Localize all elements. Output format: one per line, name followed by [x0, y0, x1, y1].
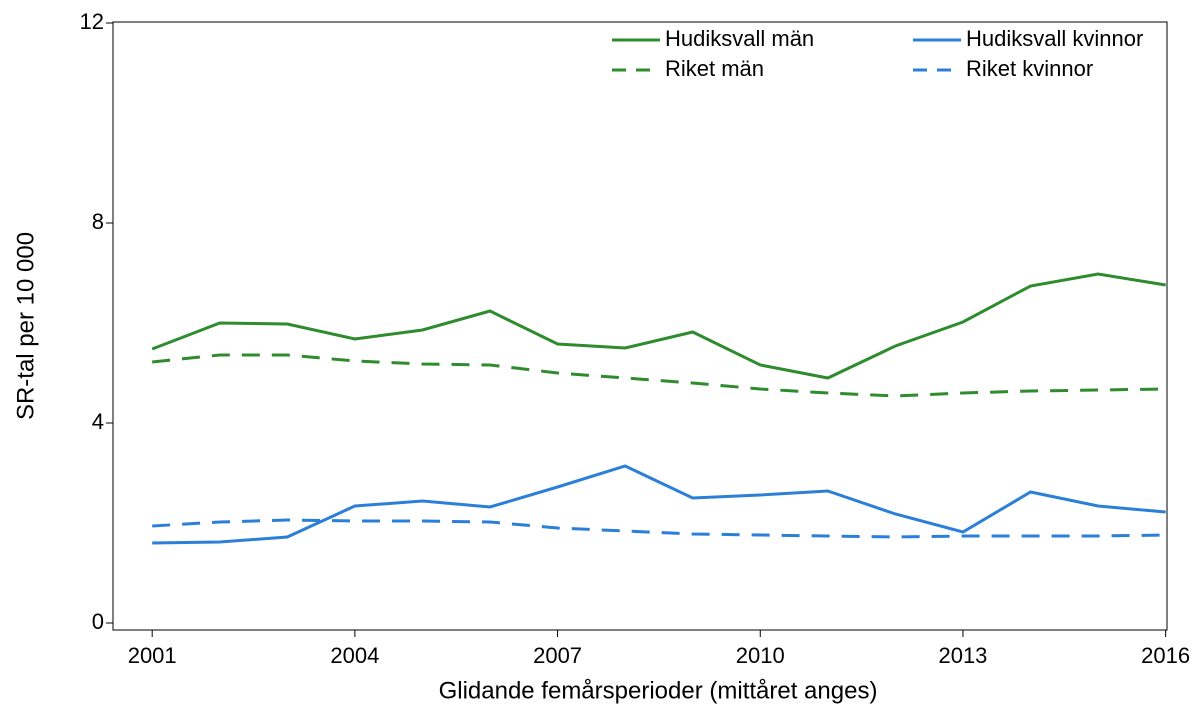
legend-label: Riket kvinnor [966, 56, 1093, 81]
x-tick-label: 2013 [938, 643, 987, 668]
y-axis-title: SR-tal per 10 000 [12, 232, 39, 420]
x-tick-label: 2010 [736, 643, 785, 668]
series-line [152, 518, 1166, 539]
x-tick-label: 2004 [330, 643, 379, 668]
x-tick-label: 2016 [1141, 643, 1190, 668]
plot-frame [112, 21, 1168, 631]
legend-label: Hudiksvall män [665, 26, 814, 51]
legend-label: Riket män [665, 56, 764, 81]
series-line [151, 272, 1166, 380]
series-line [152, 353, 1166, 398]
x-tick-label: 2007 [533, 643, 582, 668]
y-tick-label: 12 [80, 9, 104, 34]
legend-label: Hudiksvall kvinnor [966, 26, 1143, 51]
y-tick-label: 8 [92, 209, 104, 234]
y-tick-label: 4 [92, 409, 104, 434]
x-axis-title: Glidande femårsperioder (mittåret anges) [439, 677, 878, 704]
series-line [152, 464, 1166, 545]
x-tick-label: 2001 [128, 643, 177, 668]
y-tick-label: 0 [92, 609, 104, 634]
